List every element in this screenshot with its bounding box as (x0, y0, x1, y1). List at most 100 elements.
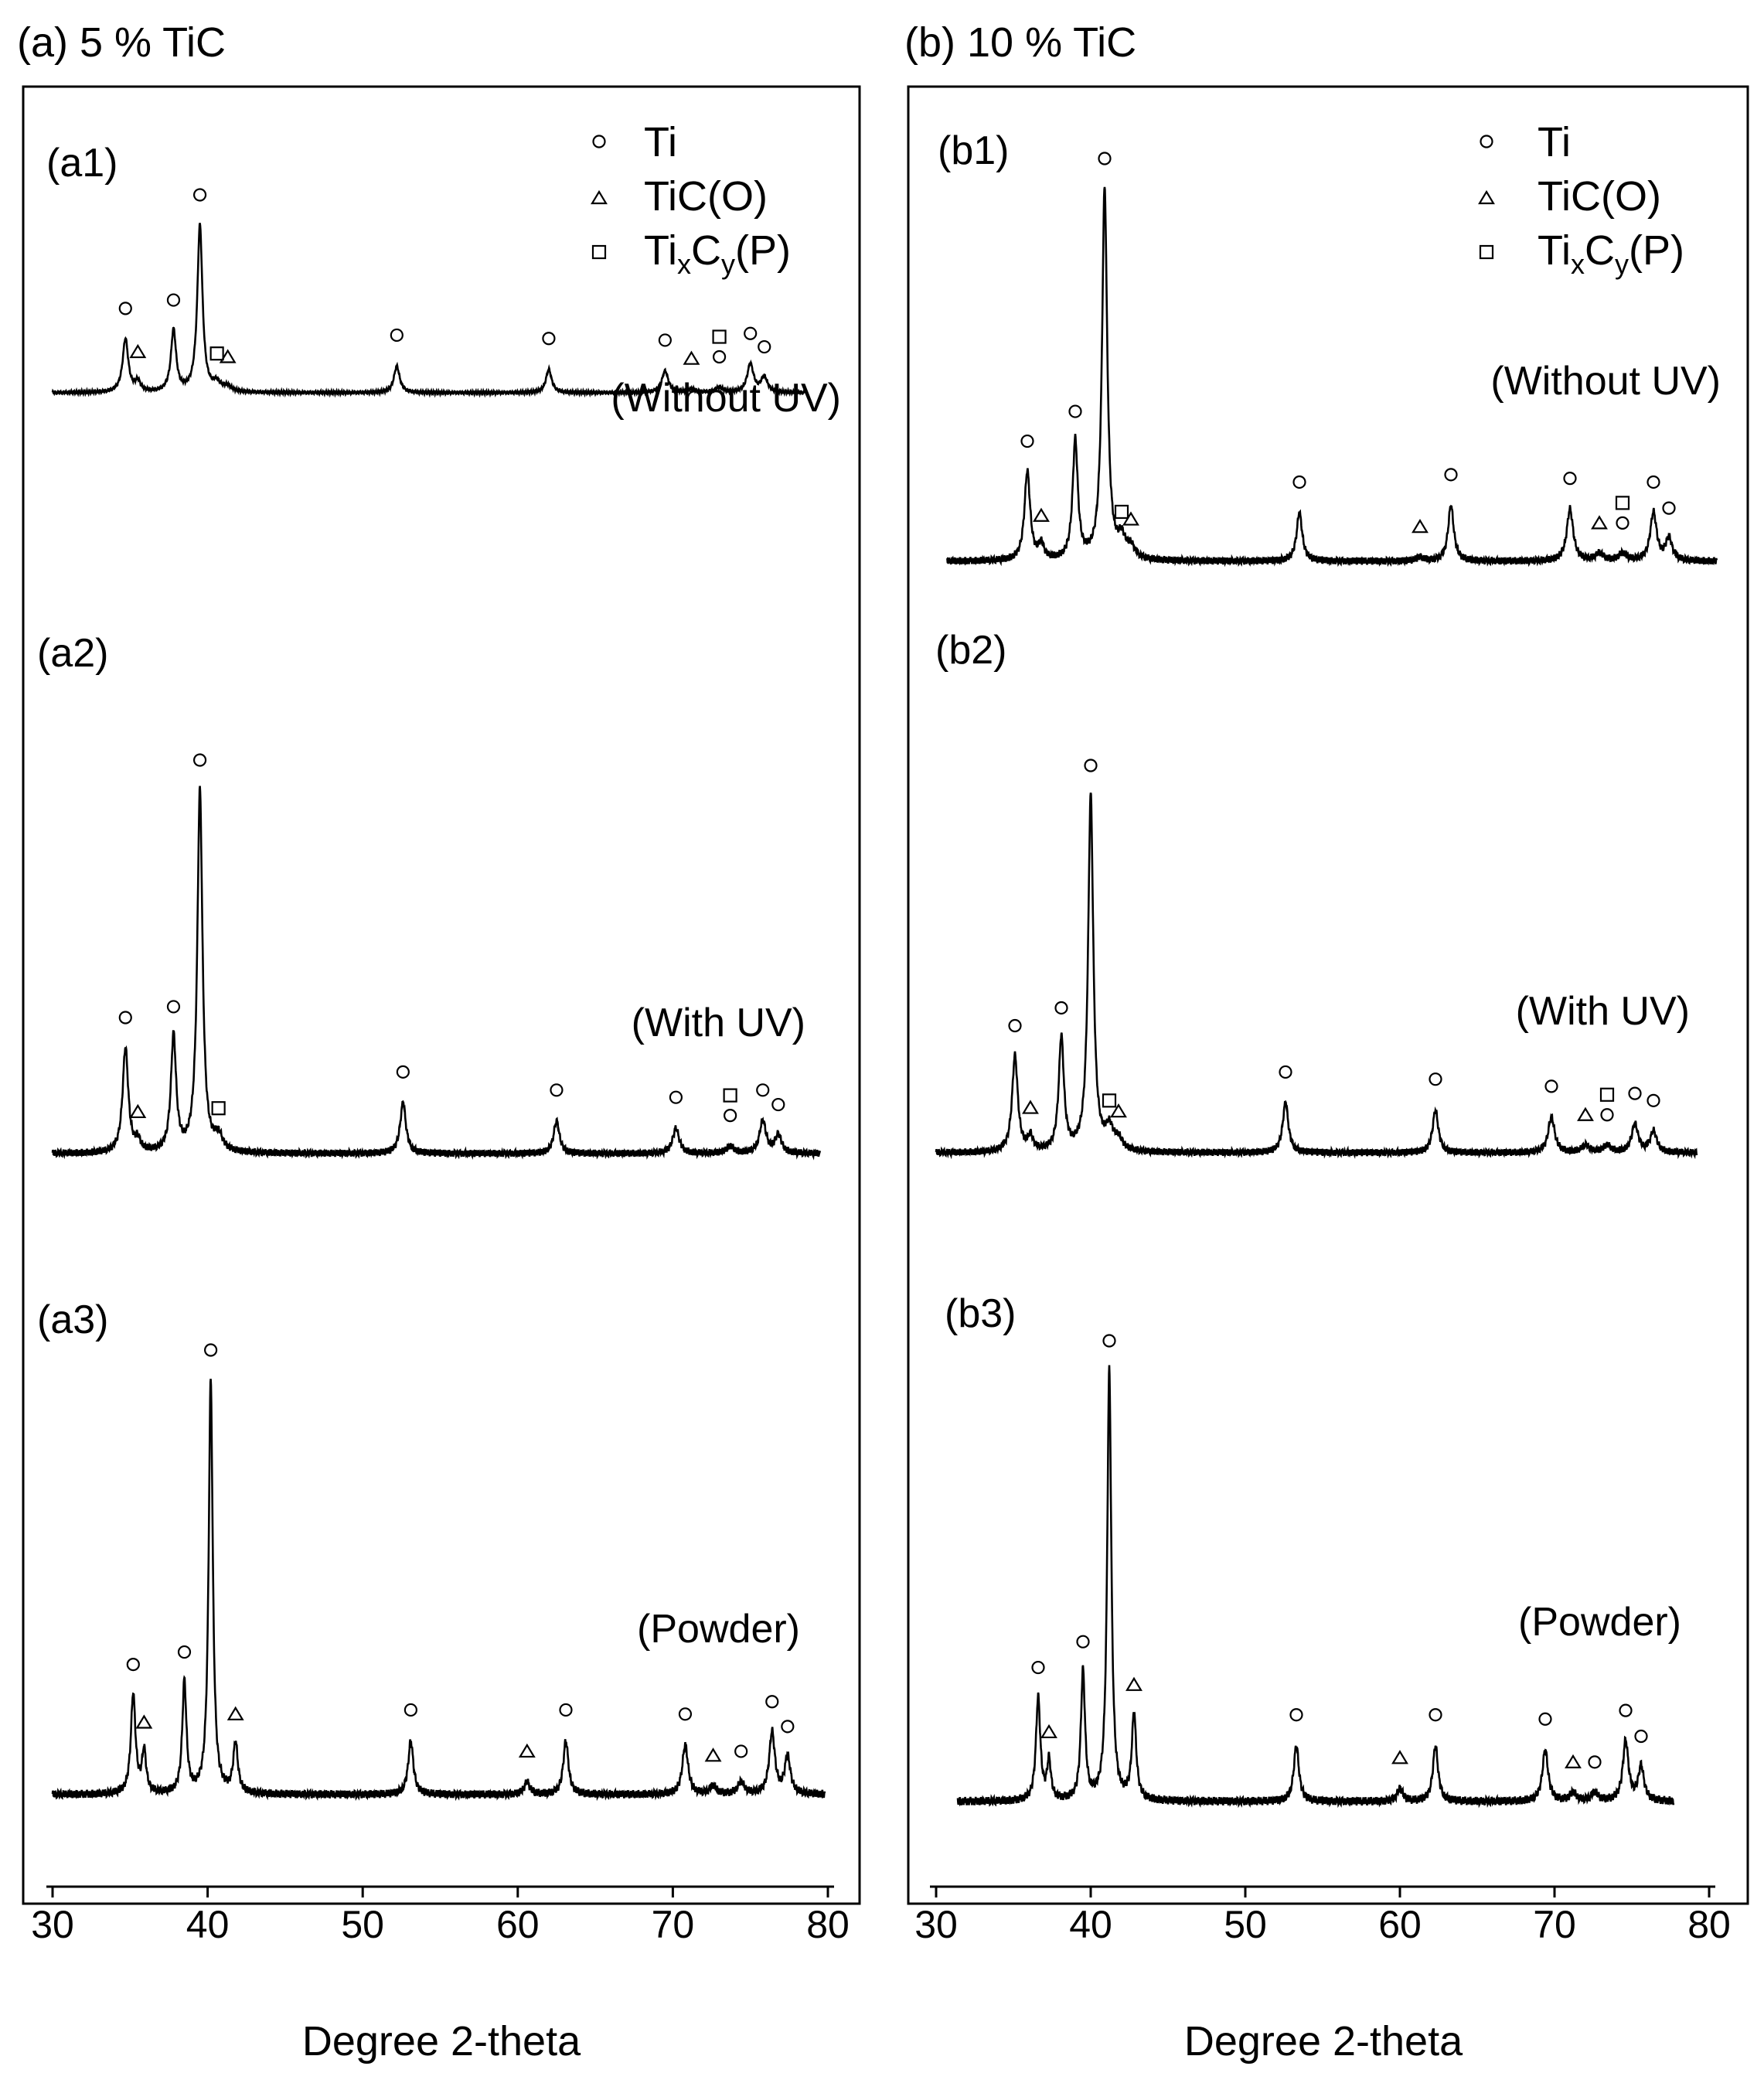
peak-marker-circle (1429, 1072, 1442, 1086)
peak-marker-circle (1634, 1729, 1648, 1744)
peak-marker-circle (1084, 759, 1098, 772)
panel-a-x-axis: 30 40 50 60 70 80 (31, 1885, 850, 1946)
panel-b-x-axis-label: Degree 2-theta (1184, 2018, 1463, 2064)
peak-marker-circle (1076, 1635, 1090, 1649)
peak-marker-circle (118, 302, 132, 315)
peak-marker-circle (118, 1011, 132, 1025)
panel-b-legend: Ti TiC(O) TixCy(P) (1478, 119, 1684, 280)
x-tick-label: 70 (1533, 1903, 1576, 1946)
peak-marker-circle (177, 1645, 192, 1659)
peak-marker-circle (1628, 1086, 1642, 1100)
peak-marker-triangle (1040, 1724, 1057, 1739)
panel-b2-label: (b2) (935, 628, 1006, 673)
panel-a-frame (22, 85, 861, 1905)
peak-marker-circle (542, 332, 556, 346)
peak-marker-circle (1538, 1712, 1552, 1726)
panel-a: (a) 5 % TiC Ti TiC(O) TixCy(P) (a1) (Wit… (17, 19, 861, 2064)
peak-marker-circle (559, 1703, 573, 1717)
x-tick-label: 60 (1378, 1903, 1422, 1946)
peak-marker-triangle (1033, 507, 1050, 522)
peak-marker-circle (1444, 468, 1458, 482)
diffraction-trace-a1 (51, 223, 806, 398)
peak-marker-circle (550, 1083, 564, 1097)
peak-marker-circle (1031, 1660, 1045, 1675)
panel-a1-label: (a1) (46, 141, 117, 186)
diffraction-trace-b2 (935, 793, 1698, 1160)
peak-marker-circle (1544, 1079, 1558, 1093)
peak-marker-circle (1429, 1708, 1442, 1722)
legend-txcy-label: TixCy(P) (1538, 227, 1684, 280)
panel-a3-label: (a3) (37, 1297, 108, 1342)
peak-marker-triangle (1577, 1106, 1594, 1121)
peak-marker-circle (1098, 152, 1112, 165)
peak-marker-triangle (1591, 515, 1608, 530)
panel-b3-condition: (Powder) (1518, 1600, 1681, 1645)
diffraction-trace-b1 (946, 186, 1718, 568)
peak-marker-triangle (135, 1714, 153, 1729)
panel-b-traces (935, 152, 1718, 1809)
peak-marker-circle (1279, 1065, 1292, 1079)
peak-marker-circle (1600, 1108, 1614, 1122)
panel-a3-condition: (Powder) (637, 1607, 800, 1652)
legend-tic-marker (591, 189, 608, 205)
peak-marker-triangle (1391, 1750, 1408, 1764)
peak-marker-circle (390, 328, 404, 343)
peak-marker-triangle (129, 343, 147, 359)
legend-ti-marker (592, 135, 606, 148)
peak-marker-circle (1588, 1755, 1602, 1769)
peak-marker-triangle (1110, 1103, 1127, 1118)
legend-ti-label: Ti (644, 119, 677, 165)
peak-marker-circle (734, 1744, 748, 1758)
peak-marker-circle (658, 333, 672, 347)
legend-tic-label: TiC(O) (644, 173, 768, 220)
x-tick-label: 30 (914, 1903, 958, 1946)
panel-b-x-axis: 30 40 50 60 70 80 (914, 1885, 1731, 1946)
peak-marker-circle (1008, 1018, 1022, 1033)
peak-marker-triangle (1125, 1676, 1143, 1691)
legend-txcy-marker (591, 244, 607, 260)
panel-a-x-axis-label: Degree 2-theta (302, 2018, 581, 2064)
x-tick-label: 40 (186, 1903, 230, 1946)
peak-marker-triangle (1122, 511, 1139, 526)
legend-tic-label: TiC(O) (1538, 173, 1661, 220)
legend-txcy-label: TixCy(P) (644, 227, 791, 280)
panel-b3-label: (b3) (945, 1291, 1016, 1336)
peak-marker-square (723, 1088, 737, 1103)
panel-b-title: (b) 10 % TiC (904, 19, 1136, 66)
peak-marker-square (1615, 496, 1630, 510)
panel-a2-condition: (With UV) (632, 1001, 805, 1045)
peak-marker-circle (669, 1090, 683, 1104)
peak-marker-circle (192, 188, 207, 202)
peak-marker-circle (404, 1703, 417, 1717)
peak-marker-circle (1616, 516, 1629, 530)
legend-ti-label: Ti (1538, 119, 1571, 165)
peak-marker-circle (1662, 501, 1676, 515)
x-tick-label: 60 (496, 1903, 540, 1946)
panel-b1-label: (b1) (938, 128, 1009, 173)
x-tick-label: 80 (1687, 1903, 1731, 1946)
peak-marker-circle (1292, 475, 1306, 489)
peak-marker-circle (126, 1658, 140, 1672)
peak-marker-circle (771, 1097, 785, 1112)
peak-marker-circle (1102, 1334, 1116, 1348)
panel-a1-condition: (Without UV) (611, 376, 841, 421)
peak-marker-square (1114, 504, 1129, 520)
panel-a-legend: Ti TiC(O) TixCy(P) (591, 119, 791, 280)
peak-marker-square (1599, 1087, 1615, 1102)
panel-a2-label: (a2) (37, 631, 108, 676)
peak-marker-square (209, 346, 224, 361)
peak-marker-circle (1068, 404, 1082, 418)
x-tick-label: 80 (806, 1903, 850, 1946)
x-tick-label: 50 (1224, 1903, 1267, 1946)
peak-marker-circle (678, 1707, 693, 1721)
peak-marker-triangle (518, 1743, 536, 1758)
legend-ti-marker (1480, 135, 1493, 148)
legend-tic-marker (1478, 189, 1495, 205)
peak-marker-circle (396, 1065, 410, 1079)
peak-marker-circle (724, 1109, 737, 1123)
x-tick-label: 50 (341, 1903, 384, 1946)
peak-marker-triangle (1565, 1754, 1582, 1768)
diffraction-trace-a3 (51, 1379, 826, 1802)
peak-marker-triangle (704, 1747, 722, 1762)
peak-marker-circle (1563, 472, 1577, 486)
